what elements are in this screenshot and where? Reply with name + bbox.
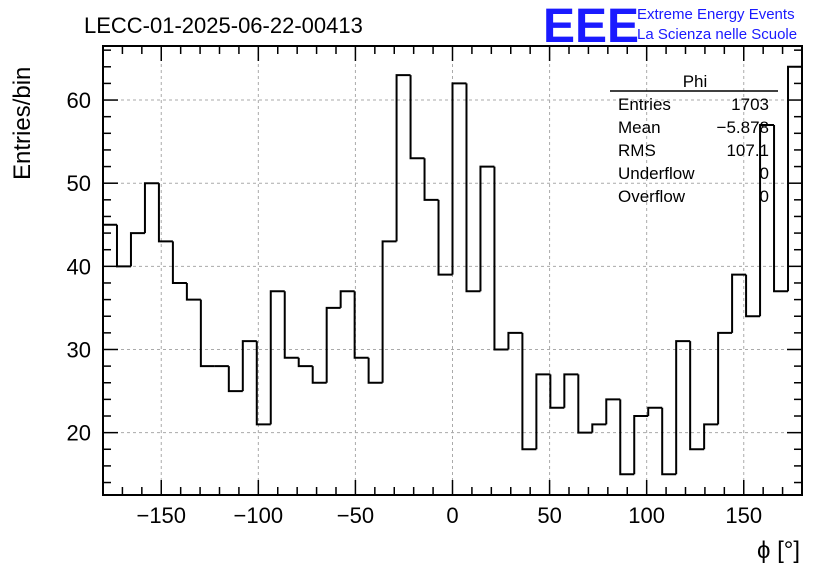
x-tick-label: 100 bbox=[628, 503, 665, 528]
histogram-bin bbox=[255, 341, 271, 426]
histogram-bin bbox=[563, 373, 579, 408]
eee-logo: EEE bbox=[543, 0, 639, 53]
histogram-bin bbox=[633, 415, 649, 475]
histogram-bin bbox=[717, 331, 733, 425]
histogram-bin bbox=[535, 373, 551, 450]
x-tick-label: −50 bbox=[337, 503, 374, 528]
histogram-bin bbox=[647, 406, 663, 417]
histogram-bin bbox=[311, 366, 327, 384]
histogram-bin bbox=[409, 75, 425, 160]
logo-line-2: La Scienza nelle Scuole bbox=[637, 26, 797, 43]
histogram-bin bbox=[102, 223, 117, 495]
x-axis-label: ϕ [°] bbox=[757, 537, 800, 564]
y-tick-label: 60 bbox=[67, 88, 91, 113]
histogram-bin bbox=[745, 274, 761, 318]
histogram-bin bbox=[605, 398, 621, 425]
histogram-bin bbox=[437, 199, 453, 276]
stats-label: Overflow bbox=[618, 187, 686, 206]
histogram-bin bbox=[591, 423, 607, 433]
histogram-bin bbox=[577, 374, 593, 434]
histogram-bin bbox=[353, 291, 369, 359]
histogram-bin bbox=[465, 83, 481, 293]
stats-value: −5.878 bbox=[717, 118, 769, 137]
y-tick-label: 20 bbox=[67, 421, 91, 446]
y-tick-label: 30 bbox=[67, 337, 91, 362]
histogram-bin bbox=[297, 357, 313, 368]
histogram-bin bbox=[619, 399, 635, 476]
histogram-bin bbox=[199, 299, 215, 368]
stats-label: Entries bbox=[618, 95, 671, 114]
histogram-bin bbox=[115, 224, 131, 268]
histogram-bin bbox=[759, 123, 775, 317]
stats-value: 0 bbox=[760, 187, 769, 206]
histogram-bin bbox=[269, 290, 285, 425]
tick-labels: −150 −100 −50 0 50 100 150 20 30 40 50 60 bbox=[67, 88, 763, 528]
stats-box: Phi Entries 1703 Mean −5.878 RMS 107.1 Underfl… bbox=[610, 72, 778, 206]
histogram-bin bbox=[773, 124, 789, 293]
histogram-bin bbox=[143, 182, 159, 234]
histogram-bin bbox=[731, 273, 747, 333]
histogram-bin bbox=[325, 306, 341, 383]
histogram-bin bbox=[227, 366, 243, 393]
stats-value: 0 bbox=[760, 164, 769, 183]
histogram-bin bbox=[493, 166, 509, 351]
histogram-bin bbox=[423, 158, 439, 201]
histogram-bin bbox=[703, 423, 719, 450]
axis-ticks bbox=[103, 46, 802, 495]
histogram-bin bbox=[283, 291, 299, 359]
histogram-bin bbox=[157, 183, 173, 243]
chart-title: LECC-01-2025-06-22-00413 bbox=[84, 13, 363, 38]
histogram-bin bbox=[521, 332, 537, 451]
histogram-bin bbox=[241, 340, 257, 392]
stats-label: Underflow bbox=[618, 164, 695, 183]
x-tick-label: 50 bbox=[537, 503, 561, 528]
histogram-bin bbox=[479, 165, 495, 292]
y-axis-label: Entries/bin bbox=[9, 67, 36, 180]
x-tick-label: 150 bbox=[725, 503, 762, 528]
histogram-bin bbox=[129, 232, 145, 267]
histogram-bin bbox=[689, 341, 705, 451]
histogram-bin bbox=[395, 74, 411, 242]
histogram-bin bbox=[185, 282, 201, 301]
histogram-bin bbox=[171, 241, 187, 284]
y-tick-label: 50 bbox=[67, 171, 91, 196]
histogram-bin bbox=[549, 374, 565, 409]
histogram-bin bbox=[675, 340, 691, 475]
stats-label: Mean bbox=[618, 118, 661, 137]
histogram-bin bbox=[367, 357, 383, 384]
logo-line-1: Extreme Energy Events bbox=[637, 6, 795, 23]
histogram-bin bbox=[661, 407, 677, 476]
histogram-bin bbox=[381, 240, 397, 383]
x-tick-label: 0 bbox=[446, 503, 458, 528]
histogram-bin bbox=[451, 82, 467, 275]
stats-rows: Entries 1703 Mean −5.878 RMS 107.1 Underflow 0 O… bbox=[618, 95, 769, 206]
histogram-bin bbox=[787, 65, 803, 495]
histogram-bin bbox=[507, 331, 523, 350]
stats-value: 1703 bbox=[731, 95, 769, 114]
stats-value: 107.1 bbox=[726, 141, 769, 160]
stats-label: RMS bbox=[618, 141, 656, 160]
y-tick-label: 40 bbox=[67, 254, 91, 279]
stats-name: Phi bbox=[683, 72, 708, 91]
x-tick-label: −150 bbox=[136, 503, 186, 528]
x-tick-label: −100 bbox=[234, 503, 284, 528]
histogram-bin bbox=[339, 290, 355, 308]
